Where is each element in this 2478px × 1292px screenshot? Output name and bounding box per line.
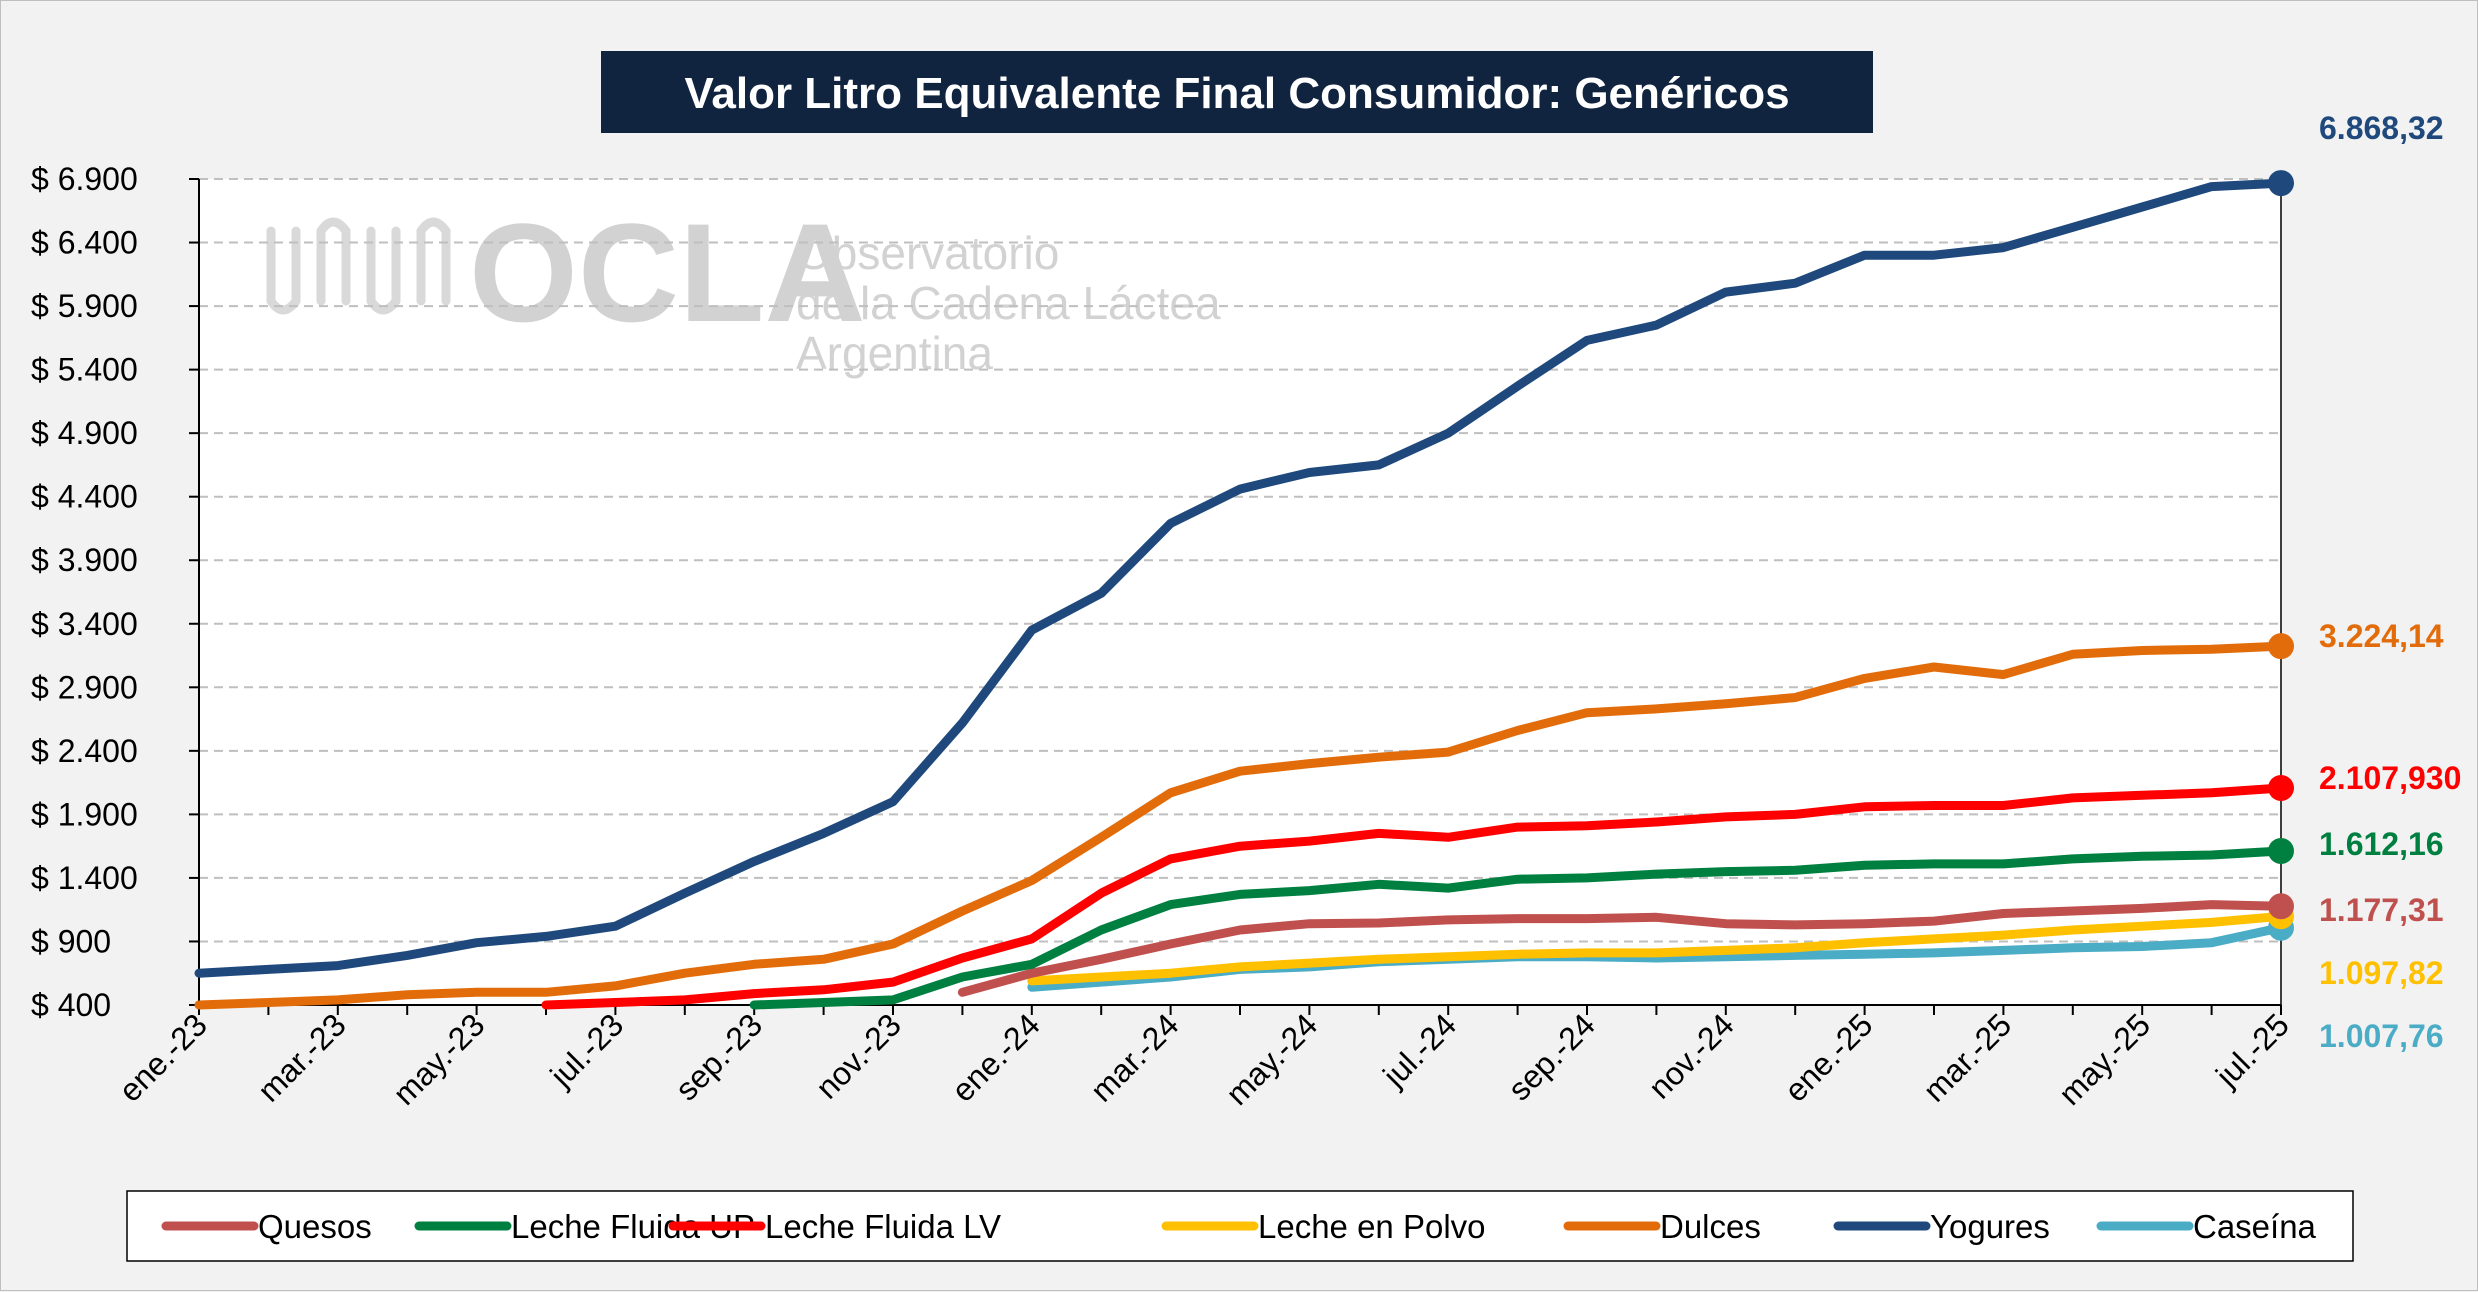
end-label-leche-en-polvo: 1.097,82	[2319, 955, 2444, 991]
end-marker-leche-fluida-lv	[2268, 774, 2294, 801]
legend-label-quesos: Quesos	[258, 1208, 372, 1245]
y-tick-label: $ 3.400	[31, 606, 138, 642]
legend-label-caseina: Caseína	[2193, 1208, 2317, 1245]
y-tick-label: $ 6.400	[31, 225, 138, 261]
end-label-leche-fluida-up: 1.612,16	[2319, 826, 2444, 862]
series-line-leche-fluida-up	[749, 846, 2286, 1010]
series-line-dulces	[194, 641, 2286, 1010]
chart-title-box: Valor Litro Equivalente Final Consumidor…	[601, 51, 1873, 133]
gridlines	[199, 178, 2281, 943]
x-tick-label: sep.-24	[1501, 1006, 1602, 1107]
y-tick-label: $ 5.400	[31, 352, 138, 388]
x-tick-label: ene.-23	[112, 1006, 214, 1108]
end-marker-dulces	[2268, 633, 2294, 660]
end-label-caseina: 1.007,76	[2319, 1018, 2444, 1054]
end-marker-yogures	[2268, 170, 2294, 197]
legend-label-yogures: Yogures	[1930, 1208, 2050, 1245]
y-tick-label: $ 400	[31, 987, 111, 1023]
x-tick-label: sep.-23	[668, 1006, 769, 1107]
x-tick-label: mar.-25	[1916, 1006, 2018, 1108]
y-tick-label: $ 4.900	[31, 415, 138, 451]
series-line-quesos	[957, 900, 2286, 997]
ocla-watermark: OCLA Observatorio de la Cadena Láctea Ar…	[266, 194, 1221, 379]
y-tick-label: $ 5.900	[31, 288, 138, 324]
end-label-dulces: 3.224,14	[2319, 618, 2444, 654]
x-tick-label: mar.-24	[1083, 1006, 1185, 1108]
x-tick-label: jul.-24	[1375, 1006, 1463, 1094]
end-label-leche-fluida-lv: 2.107,930	[2319, 760, 2461, 796]
y-tick-label: $ 2.400	[31, 733, 138, 769]
y-tick-label: $ 2.900	[31, 669, 138, 705]
x-tick-label: jul.-23	[543, 1006, 631, 1094]
x-tick-label: ene.-24	[945, 1006, 1047, 1108]
series-lines	[194, 170, 2294, 1010]
legend-label-dulces: Dulces	[1660, 1208, 1761, 1245]
legend-label-leche-en-polvo: Leche en Polvo	[1258, 1208, 1486, 1245]
end-label-quesos: 1.177,31	[2319, 892, 2444, 928]
x-tick-label: jul.-25	[2208, 1006, 2296, 1094]
x-tick-label: may.-25	[2052, 1006, 2158, 1112]
series-line-leche-en-polvo	[1027, 911, 2286, 986]
y-tick-label: $ 1.400	[31, 860, 138, 896]
watermark-line-1: Observatorio	[796, 227, 1059, 279]
legend-label-leche-fluida-lv: Leche Fluida LV	[765, 1208, 1001, 1245]
x-axis: ene.-23 mar.-23 may.-23 jul.-23 sep.-23 nov.-…	[112, 1004, 2296, 1112]
x-tick-label: nov.-24	[1642, 1006, 1741, 1105]
watermark-line-2: de la Cadena Láctea	[796, 277, 1221, 329]
y-tick-label: $ 3.900	[31, 542, 138, 578]
series-line-yogures	[194, 178, 2286, 978]
watermark-line-3: Argentina	[796, 327, 993, 379]
legend: Quesos Leche Fluida UP Leche Fluida LV Lech…	[126, 1190, 2354, 1262]
y-tick-label: $ 1.900	[31, 796, 138, 832]
y-tick-label: $ 900	[31, 923, 111, 959]
x-tick-label: mar.-23	[251, 1006, 353, 1108]
y-tick-label: $ 4.400	[31, 479, 138, 515]
watermark-logo: OCLA	[469, 194, 866, 351]
end-labels: 1.007,76 1.097,82 1.177,31 1.612,16 2.107,93…	[2319, 110, 2461, 1054]
chart-title: Valor Litro Equivalente Final Consumidor…	[684, 69, 1789, 118]
y-tick-label: $ 6.900	[31, 161, 138, 197]
end-label-yogures: 6.868,32	[2319, 110, 2444, 146]
ocla-wave-icon	[266, 217, 451, 315]
x-tick-label: may.-24	[1219, 1006, 1325, 1112]
y-axis: $ 400 $ 900 $ 1.400 $ 1.900 $ 2.400 $ 2.900 $ …	[31, 161, 2282, 1023]
series-line-leche-fluida-lv	[541, 783, 2286, 1010]
x-tick-label: may.-23	[386, 1006, 492, 1112]
end-marker-quesos	[2268, 893, 2294, 920]
x-tick-label: ene.-25	[1777, 1006, 1879, 1108]
end-marker-leche-fluida-up	[2268, 837, 2294, 864]
x-tick-label: nov.-23	[809, 1006, 908, 1105]
